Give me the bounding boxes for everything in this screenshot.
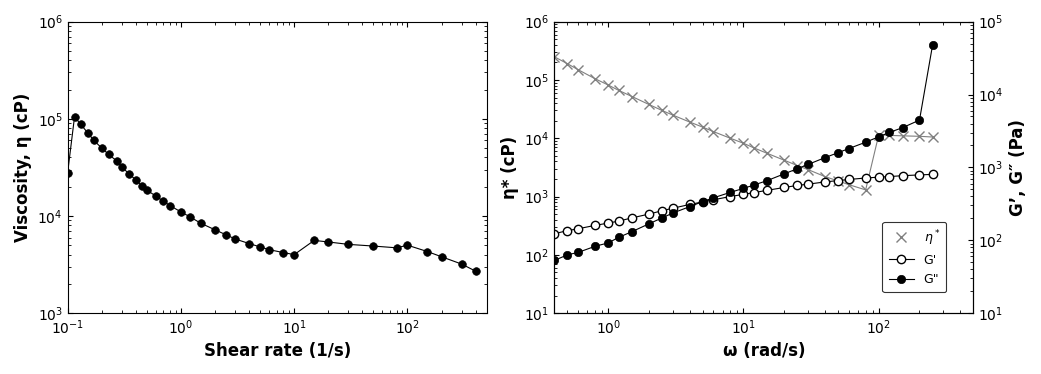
G"	[613, 235, 626, 239]
$\eta^*$	[707, 129, 719, 134]
$\eta^*$	[589, 77, 602, 81]
Y-axis label: G’, G″ (Pa): G’, G″ (Pa)	[1009, 119, 1027, 216]
G'	[666, 206, 679, 211]
G"	[602, 241, 614, 245]
G"	[696, 199, 709, 204]
$\eta^*$	[913, 134, 925, 138]
Y-axis label: Viscosity, η (cP): Viscosity, η (cP)	[14, 93, 32, 242]
G"	[626, 229, 638, 234]
G'	[896, 174, 909, 178]
G'	[602, 221, 614, 226]
G'	[842, 177, 855, 182]
$\eta^*$	[842, 183, 855, 187]
$\eta^*$	[613, 88, 626, 93]
$\eta^*$	[818, 174, 831, 179]
G'	[642, 212, 655, 216]
$\eta^*$	[778, 158, 790, 162]
$\eta^*$	[872, 132, 885, 137]
$\eta^*$	[832, 179, 844, 183]
G"	[548, 258, 560, 263]
G'	[802, 182, 814, 186]
$\eta^*$	[656, 108, 668, 113]
Line: G": G"	[550, 41, 937, 265]
G'	[832, 178, 844, 183]
G'	[707, 197, 719, 202]
$\eta^*$	[860, 188, 872, 192]
G"	[791, 166, 804, 171]
G"	[818, 155, 831, 160]
$\eta^*$	[548, 55, 560, 59]
G"	[913, 118, 925, 122]
Line: $\eta^*$: $\eta^*$	[550, 52, 938, 195]
G'	[747, 190, 760, 195]
G"	[860, 140, 872, 144]
G"	[561, 252, 574, 257]
$\eta^*$	[926, 135, 939, 139]
G"	[572, 250, 584, 255]
G'	[626, 216, 638, 220]
X-axis label: Shear rate (1/s): Shear rate (1/s)	[204, 342, 351, 360]
G"	[896, 125, 909, 130]
G'	[696, 200, 709, 204]
G"	[589, 244, 602, 249]
G'	[778, 185, 790, 190]
G"	[926, 43, 939, 47]
G"	[683, 205, 695, 209]
$\eta^*$	[602, 83, 614, 87]
$\eta^*$	[896, 134, 909, 138]
$\eta^*$	[626, 94, 638, 99]
$\eta^*$	[666, 113, 679, 117]
$\eta^*$	[696, 125, 709, 129]
Y-axis label: η* (cP): η* (cP)	[501, 136, 518, 199]
$\eta^*$	[747, 146, 760, 150]
G"	[778, 172, 790, 176]
$\eta^*$	[737, 141, 750, 145]
G'	[860, 176, 872, 180]
$\eta^*$	[572, 67, 584, 72]
G'	[572, 227, 584, 231]
G'	[761, 188, 773, 193]
X-axis label: ω (rad/s): ω (rad/s)	[722, 342, 805, 360]
$\eta^*$	[883, 133, 895, 138]
G"	[872, 135, 885, 139]
G"	[842, 146, 855, 151]
$\eta^*$	[802, 167, 814, 172]
G"	[707, 196, 719, 200]
G"	[883, 130, 895, 135]
G'	[656, 209, 668, 213]
G'	[872, 175, 885, 180]
$\eta^*$	[761, 151, 773, 156]
G"	[642, 221, 655, 226]
G"	[747, 183, 760, 187]
G"	[656, 216, 668, 220]
G'	[818, 180, 831, 184]
G"	[761, 178, 773, 183]
$\eta^*$	[791, 163, 804, 168]
G'	[589, 223, 602, 228]
$\eta^*$	[642, 102, 655, 107]
G'	[926, 172, 939, 177]
G'	[913, 173, 925, 177]
G'	[613, 219, 626, 223]
G"	[666, 211, 679, 215]
$\eta^*$	[725, 136, 737, 141]
G"	[802, 162, 814, 167]
$\eta^*$	[683, 120, 695, 124]
G"	[725, 190, 737, 194]
G"	[832, 150, 844, 155]
G"	[737, 186, 750, 191]
G'	[548, 232, 560, 236]
G'	[561, 229, 574, 233]
G'	[737, 192, 750, 197]
$\eta^*$	[561, 61, 574, 66]
G'	[683, 202, 695, 207]
G'	[725, 194, 737, 199]
G'	[883, 174, 895, 179]
Line: G': G'	[550, 170, 937, 238]
Legend: $\eta^*$, G', G": $\eta^*$, G', G"	[883, 222, 946, 292]
G'	[791, 183, 804, 188]
